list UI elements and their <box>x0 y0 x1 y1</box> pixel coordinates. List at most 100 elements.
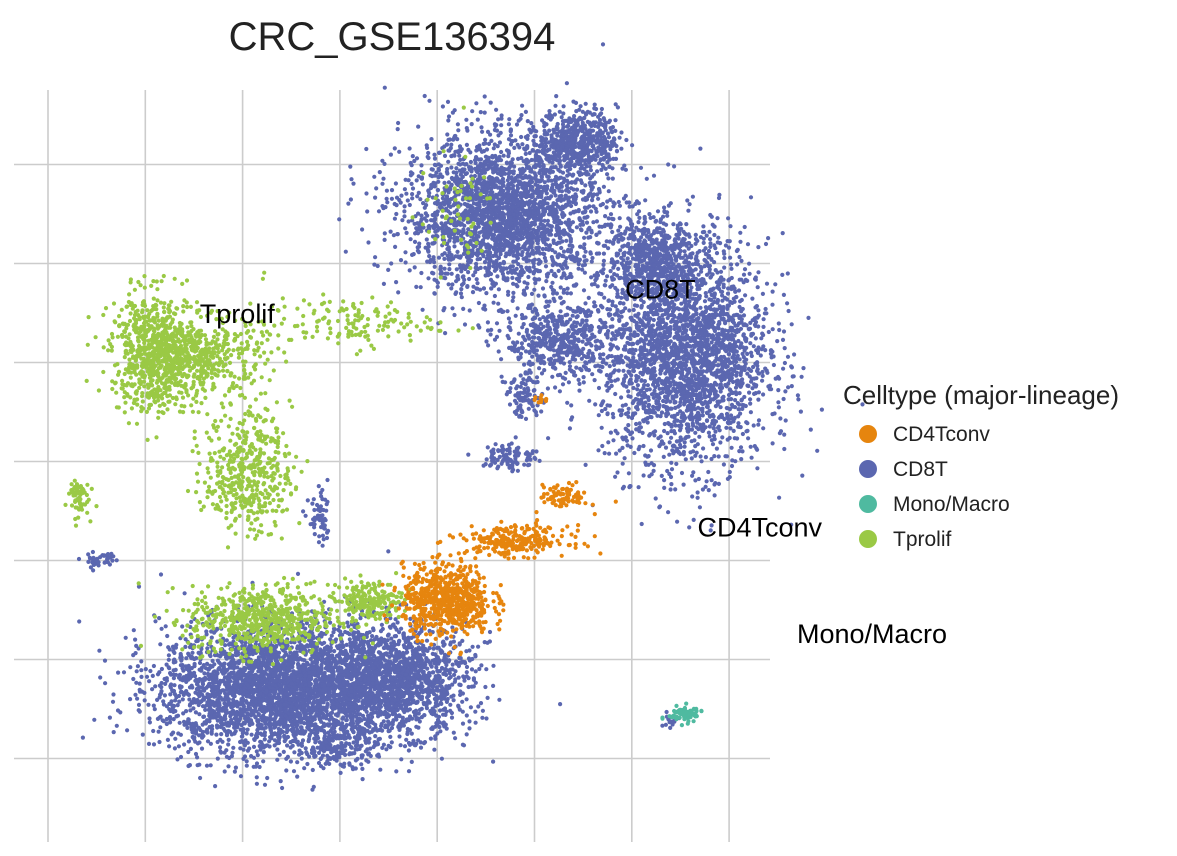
data-point <box>541 151 547 156</box>
data-point <box>521 256 526 261</box>
data-point <box>409 163 414 168</box>
data-point <box>532 287 537 292</box>
data-point <box>488 190 493 195</box>
data-point <box>452 312 457 318</box>
data-point <box>424 143 429 148</box>
data-point <box>712 291 717 296</box>
data-point <box>394 195 400 200</box>
data-point <box>525 209 530 214</box>
data-point <box>635 383 641 388</box>
data-point <box>485 225 490 230</box>
data-point <box>389 188 395 193</box>
data-point <box>540 246 545 252</box>
data-point <box>665 315 670 321</box>
data-point <box>517 275 522 280</box>
data-point <box>372 174 377 179</box>
data-point <box>447 267 452 272</box>
data-point <box>573 201 578 207</box>
data-point <box>701 446 706 451</box>
data-point <box>389 196 394 201</box>
data-point <box>486 270 491 275</box>
data-point <box>419 217 424 222</box>
data-point <box>494 128 500 133</box>
data-point <box>554 94 559 99</box>
data-point <box>704 252 709 257</box>
data-point <box>695 495 700 500</box>
data-point <box>516 262 521 267</box>
data-point <box>492 268 497 273</box>
data-point <box>619 130 624 135</box>
data-point <box>404 230 409 235</box>
data-point <box>602 139 607 144</box>
data-point <box>658 414 663 419</box>
data-point <box>449 230 454 235</box>
data-point <box>568 254 573 259</box>
data-point <box>808 427 813 432</box>
data-point <box>622 163 627 168</box>
data-point <box>749 350 754 355</box>
data-point <box>698 146 703 151</box>
data-point <box>601 243 606 248</box>
data-point <box>551 145 556 150</box>
data-point <box>452 179 458 184</box>
data-point <box>470 109 475 114</box>
data-point <box>706 430 712 435</box>
data-point <box>469 169 474 174</box>
data-point <box>717 192 722 197</box>
data-point <box>533 175 538 180</box>
data-point <box>380 181 385 186</box>
data-point <box>454 170 459 175</box>
data-point <box>405 198 410 203</box>
data-point <box>515 256 521 261</box>
data-point <box>587 160 592 165</box>
data-point <box>668 406 673 411</box>
data-point <box>577 216 582 221</box>
data-point <box>440 104 445 109</box>
data-point <box>623 402 628 407</box>
data-point <box>496 117 501 122</box>
data-point <box>462 264 467 269</box>
data-point <box>501 215 507 220</box>
data-point <box>512 200 517 205</box>
data-point <box>756 270 761 275</box>
data-point <box>624 137 629 143</box>
data-point <box>498 214 503 219</box>
data-point <box>576 259 581 264</box>
data-point <box>482 110 487 115</box>
data-point <box>493 183 498 188</box>
data-point <box>747 327 752 332</box>
data-point <box>469 190 475 195</box>
data-point <box>446 137 451 142</box>
data-point <box>484 245 489 250</box>
data-point <box>569 133 574 138</box>
data-point <box>564 238 569 243</box>
data-point <box>562 154 567 159</box>
data-point <box>473 155 479 160</box>
data-point <box>514 282 519 287</box>
data-point <box>547 207 552 212</box>
data-point <box>452 244 457 249</box>
data-point <box>605 172 610 177</box>
data-point <box>400 218 405 223</box>
data-point <box>504 199 509 204</box>
data-point <box>506 270 511 275</box>
data-point <box>661 404 666 409</box>
data-point <box>722 265 727 270</box>
data-point <box>491 300 496 305</box>
data-point <box>407 268 412 273</box>
data-point <box>490 155 495 160</box>
data-point <box>669 460 674 465</box>
data-point <box>782 346 787 351</box>
data-point <box>531 138 536 143</box>
data-point <box>508 227 513 232</box>
data-point <box>534 129 539 134</box>
data-point <box>582 242 587 247</box>
data-point <box>556 240 561 245</box>
data-point <box>735 262 740 267</box>
data-point <box>474 169 479 174</box>
data-point <box>543 264 549 269</box>
data-point <box>633 348 638 353</box>
data-point <box>782 446 787 452</box>
data-point <box>505 225 510 230</box>
data-point <box>431 257 436 262</box>
